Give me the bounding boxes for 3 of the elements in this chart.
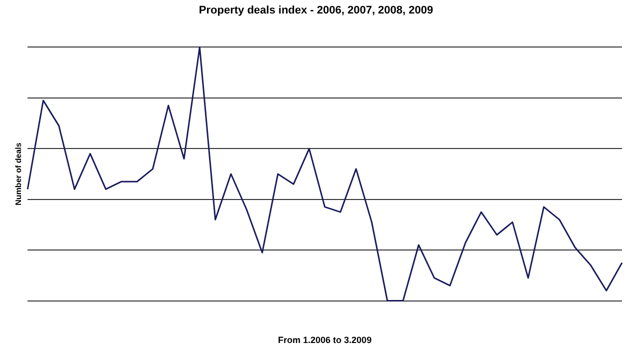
x-axis-title: From 1.2006 to 3.2009 xyxy=(278,335,372,346)
chart-title: Property deals index - 2006, 2007, 2008, 2009 xyxy=(198,4,434,17)
y-axis-title: Number of deals xyxy=(14,142,24,206)
